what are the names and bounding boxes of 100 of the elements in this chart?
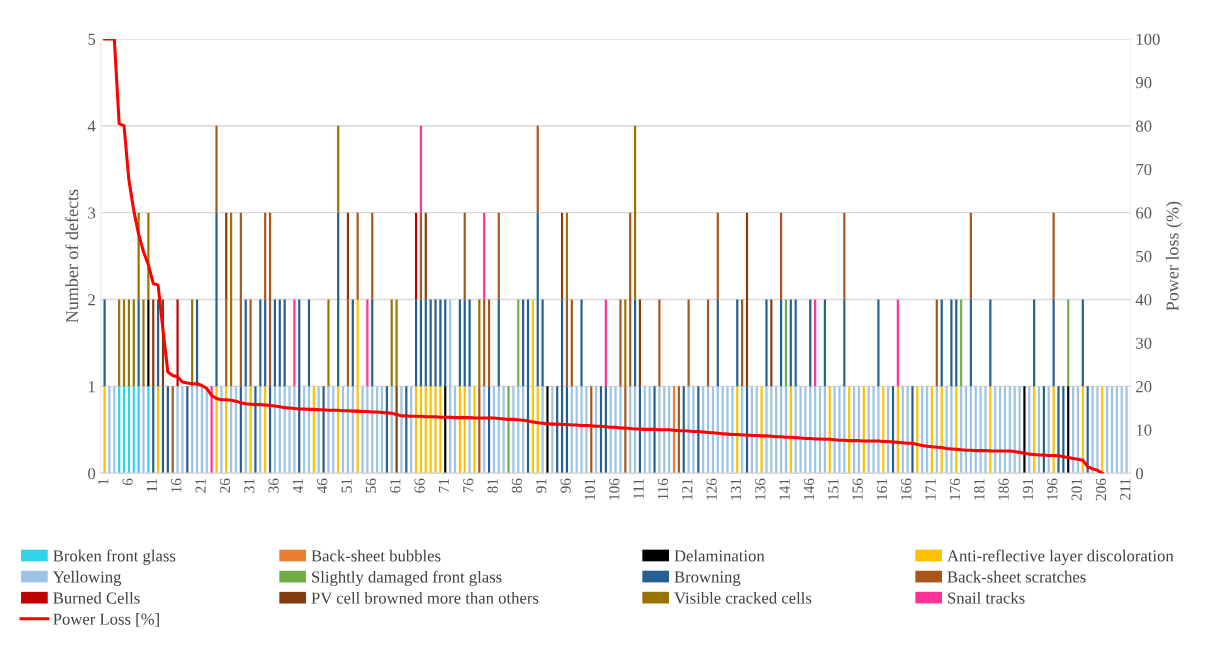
bar bbox=[692, 386, 695, 474]
x-tick-label: 6 bbox=[122, 478, 133, 486]
bar bbox=[137, 299, 140, 387]
bar bbox=[127, 386, 130, 474]
bar bbox=[191, 386, 194, 474]
bar bbox=[1115, 386, 1118, 474]
x-tick-label: 151 bbox=[828, 479, 839, 500]
y-tick-label: 3 bbox=[88, 207, 96, 219]
bar bbox=[181, 386, 184, 474]
bar bbox=[439, 299, 442, 387]
bar bbox=[419, 299, 423, 387]
x-tick-label: 166 bbox=[901, 478, 912, 500]
bar bbox=[230, 212, 233, 387]
bar bbox=[395, 386, 398, 474]
bar bbox=[507, 386, 510, 474]
bar bbox=[337, 125, 340, 213]
bar bbox=[176, 386, 179, 474]
bar bbox=[249, 386, 252, 474]
bar bbox=[716, 212, 719, 300]
bar bbox=[619, 386, 622, 474]
bar bbox=[132, 299, 135, 387]
bar bbox=[716, 299, 719, 387]
bar bbox=[629, 212, 632, 387]
bar bbox=[1052, 212, 1055, 300]
y2-tick-label: 30 bbox=[1136, 337, 1152, 349]
bar bbox=[726, 386, 729, 474]
bar bbox=[424, 299, 427, 387]
bar bbox=[770, 299, 773, 387]
legend-label: Yellowing bbox=[52, 570, 122, 587]
bar bbox=[736, 299, 739, 387]
bar bbox=[273, 299, 277, 387]
legend-label: Snail tracks bbox=[948, 591, 1025, 604]
bar bbox=[633, 125, 637, 300]
y2-tick-label: 40 bbox=[1135, 294, 1152, 306]
bar bbox=[390, 299, 393, 387]
bar bbox=[940, 299, 943, 387]
bar bbox=[809, 299, 812, 387]
bar bbox=[580, 386, 583, 474]
bar bbox=[186, 386, 189, 474]
bar bbox=[1091, 386, 1094, 474]
bar bbox=[434, 299, 437, 387]
x-tick-label: 21 bbox=[195, 479, 206, 493]
x-tick-label: 11 bbox=[146, 479, 157, 492]
bar bbox=[346, 299, 350, 387]
bar bbox=[429, 299, 432, 387]
bar bbox=[779, 299, 783, 387]
bar bbox=[108, 386, 111, 474]
bar bbox=[463, 299, 466, 387]
bar bbox=[658, 299, 661, 387]
bar bbox=[127, 299, 130, 387]
bar bbox=[239, 212, 242, 387]
legend-label: Browning bbox=[674, 571, 741, 586]
bar bbox=[283, 299, 286, 387]
bar bbox=[142, 386, 145, 474]
legend-label: PV cell browned more than others bbox=[311, 591, 539, 604]
bar bbox=[877, 299, 880, 387]
bar bbox=[366, 299, 369, 387]
bar bbox=[536, 212, 539, 387]
bar bbox=[1110, 386, 1114, 474]
bar bbox=[361, 386, 364, 474]
bar bbox=[288, 386, 291, 474]
bar bbox=[346, 212, 350, 300]
bar bbox=[400, 386, 403, 474]
bar bbox=[838, 386, 841, 474]
bar bbox=[137, 386, 140, 474]
bar bbox=[458, 299, 461, 387]
bar bbox=[473, 386, 476, 474]
bar bbox=[244, 299, 247, 387]
x-tick-label: 141 bbox=[779, 479, 790, 500]
bar bbox=[804, 386, 807, 474]
x-tick-label: 31 bbox=[244, 479, 255, 493]
bar bbox=[541, 299, 544, 387]
bar bbox=[872, 386, 875, 474]
bar bbox=[118, 299, 121, 387]
x-tick-label: 126 bbox=[706, 478, 717, 500]
bar bbox=[955, 299, 958, 387]
bar bbox=[424, 212, 427, 300]
bar bbox=[565, 299, 569, 387]
bar bbox=[799, 386, 802, 474]
bar bbox=[935, 299, 938, 387]
bar bbox=[1023, 386, 1026, 474]
x-tick-label: 186 bbox=[998, 478, 1009, 500]
bar bbox=[356, 212, 359, 300]
bar bbox=[1096, 386, 1099, 474]
x-tick-label: 201 bbox=[1071, 479, 1082, 501]
x-tick-label: 101 bbox=[584, 479, 596, 500]
x-tick-label: 51 bbox=[341, 479, 352, 493]
bar bbox=[195, 386, 199, 474]
bar bbox=[215, 125, 218, 213]
y2-tick-label: 90 bbox=[1135, 77, 1152, 89]
bar bbox=[468, 299, 471, 387]
bar bbox=[604, 299, 607, 387]
bar bbox=[337, 212, 340, 387]
x-tick-label: 111 bbox=[633, 479, 644, 499]
bar bbox=[147, 386, 150, 474]
bar bbox=[152, 299, 155, 387]
x-tick-label: 176 bbox=[949, 478, 961, 500]
bar bbox=[444, 299, 447, 387]
x-tick-label: 196 bbox=[1047, 478, 1058, 500]
y2-tick-label: 10 bbox=[1136, 424, 1152, 436]
